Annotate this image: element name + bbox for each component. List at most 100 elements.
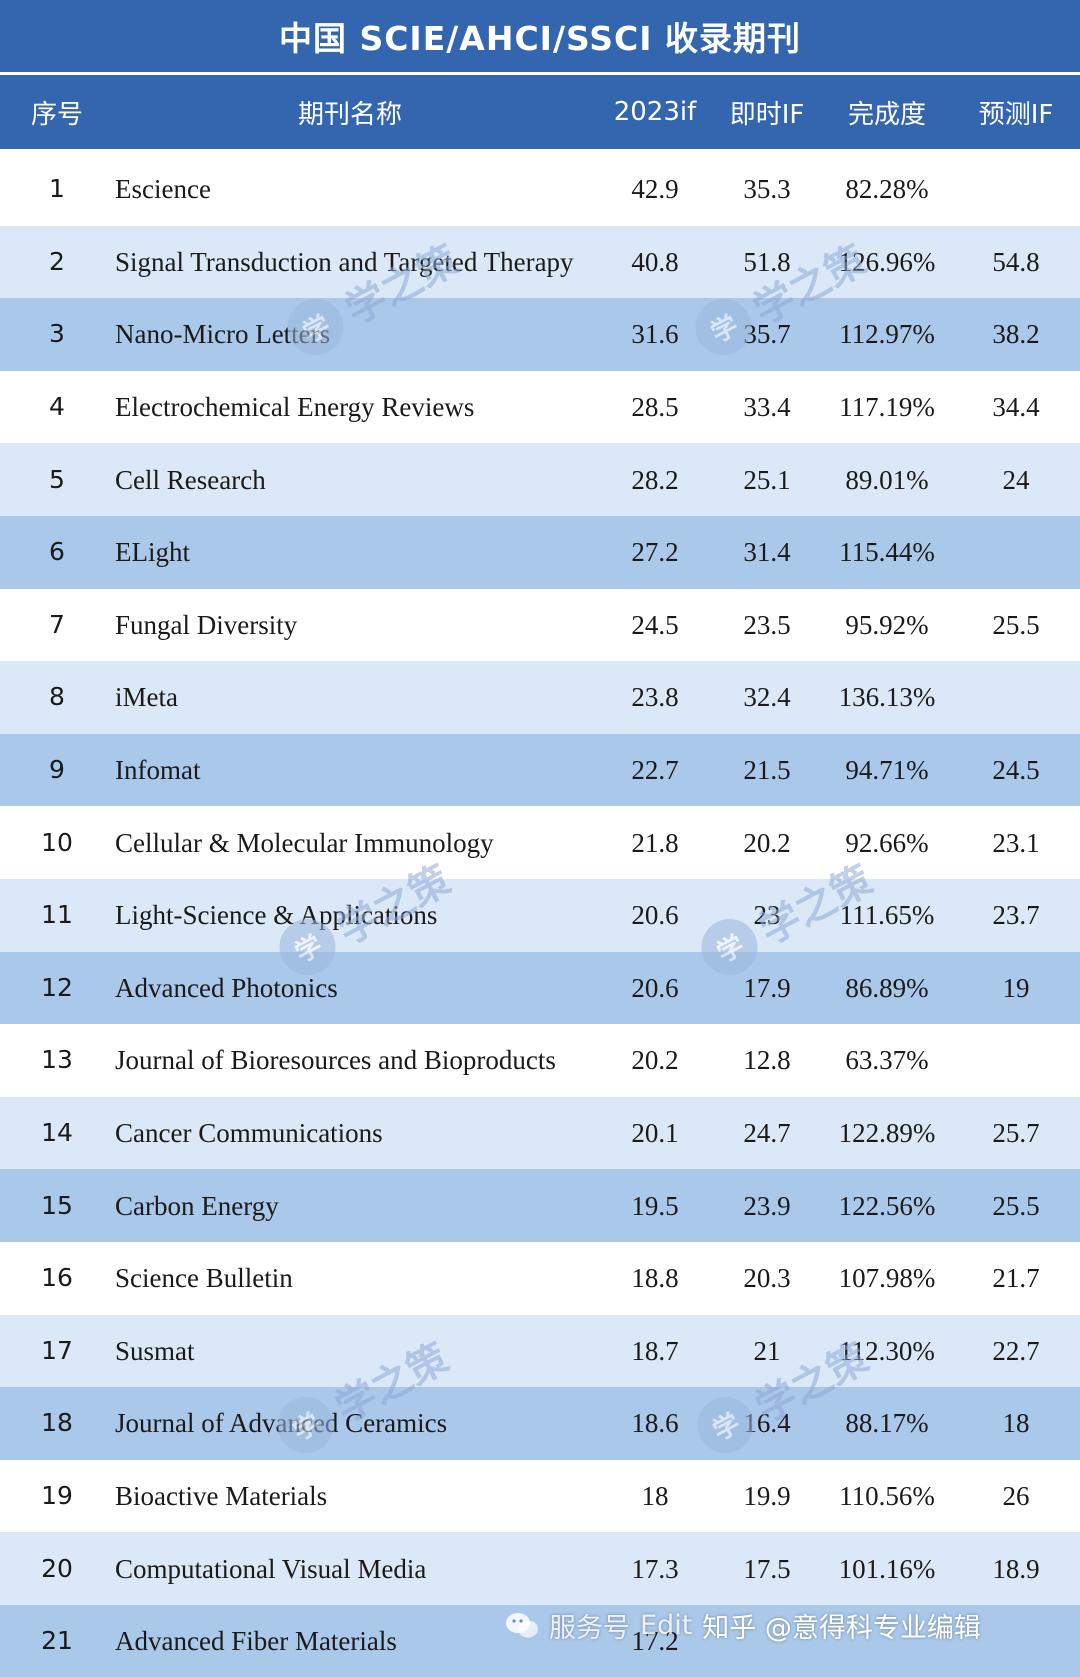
cell-current-if: 31.4 [743, 537, 791, 568]
cell-predicted-if [952, 153, 1080, 226]
cell-journal-name: Bioactive Materials [115, 1480, 328, 1511]
cell-current-if: 23 [753, 900, 781, 931]
cell-predicted-if [952, 661, 1080, 734]
cell-predicted-if: 18.9 [992, 1553, 1040, 1584]
cell-if2023: 20.6 [631, 900, 679, 931]
cell-journal-name: iMeta [115, 682, 178, 713]
cell-current-if: 20.3 [743, 1263, 791, 1294]
table-row: 20 Computational Visual Media 17.3 17.5 101.… [0, 1532, 1080, 1605]
cell-predicted-if: 18 [1002, 1408, 1030, 1439]
cell-journal-name: Signal Transduction and Targeted Therapy [115, 246, 574, 277]
cell-no: 4 [49, 392, 65, 422]
table-row: 5 Cell Research 28.2 25.1 89.01% 24 [0, 443, 1080, 516]
cell-journal-name: Computational Visual Media [115, 1553, 427, 1584]
cell-journal-name: Nano-Micro Letters [115, 319, 331, 350]
cell-no: 12 [41, 972, 73, 1002]
table-row: 10 Cellular & Molecular Immunology 21.8 20.… [0, 806, 1080, 879]
cell-completion: 117.19% [839, 392, 935, 423]
table-row: 12 Advanced Photonics 20.6 17.9 86.89% 19 [0, 951, 1080, 1025]
cell-no: 14 [41, 1118, 73, 1148]
cell-predicted-if: 25.5 [992, 1190, 1040, 1221]
cell-completion: 115.44% [839, 537, 935, 568]
cell-journal-name: Cellular & Molecular Immunology [115, 827, 494, 858]
cell-predicted-if: 26 [1002, 1480, 1030, 1511]
cell-journal-name: Infomat [115, 755, 201, 786]
cell-completion: 95.92% [845, 609, 929, 640]
cell-predicted-if: 34.4 [992, 392, 1040, 423]
cell-if2023: 24.5 [631, 609, 679, 640]
cell-no: 3 [49, 319, 65, 349]
cell-if2023: 18 [641, 1480, 669, 1511]
cell-current-if: 25.1 [743, 464, 791, 495]
cell-current-if: 35.7 [743, 319, 791, 350]
cell-completion: 86.89% [845, 972, 929, 1003]
cell-completion: 88.17% [845, 1408, 929, 1439]
cell-current-if: 21.5 [743, 755, 791, 786]
cell-journal-name: Science Bulletin [115, 1263, 293, 1294]
cell-current-if: 35.3 [743, 174, 791, 205]
zhihu-label: 知乎 @意得科专业编辑 [702, 1613, 981, 1644]
cell-if2023: 40.8 [631, 246, 679, 277]
cell-predicted-if: 19 [1002, 972, 1030, 1003]
cell-journal-name: Escience [115, 174, 211, 205]
cell-predicted-if: 25.7 [992, 1118, 1040, 1149]
table-row: 3 Nano-Micro Letters 31.6 35.7 112.97% 38.2 [0, 298, 1080, 371]
cell-no: 7 [49, 609, 65, 639]
cell-completion: 82.28% [845, 174, 929, 205]
cell-no: 9 [49, 755, 65, 785]
cell-no: 8 [49, 682, 65, 712]
cell-completion: 112.30% [839, 1335, 935, 1366]
cell-current-if: 23.5 [743, 609, 791, 640]
cell-journal-name: Advanced Photonics [115, 972, 338, 1003]
cell-no: 2 [49, 246, 65, 276]
cell-completion: 107.98% [838, 1263, 936, 1294]
cell-journal-name: Fungal Diversity [115, 609, 298, 640]
table-row: 2 Signal Transduction and Targeted Therap… [0, 225, 1080, 299]
cell-if2023: 42.9 [631, 174, 679, 205]
cell-predicted-if: 22.7 [992, 1335, 1040, 1366]
cell-current-if: 20.2 [743, 827, 791, 858]
cell-current-if: 33.4 [743, 392, 791, 423]
cell-journal-name: ELight [115, 537, 190, 568]
header-completion: 完成度 [847, 99, 926, 130]
cell-predicted-if: 25.5 [992, 609, 1040, 640]
cell-current-if: 32.4 [743, 682, 791, 713]
table-row: 21 Advanced Fiber Materials 17.2 [0, 1604, 1080, 1677]
cell-predicted-if: 21.7 [992, 1263, 1040, 1294]
header-if2023: 2023if [613, 97, 697, 127]
table-header: 序号 期刊名称 2023if 即时IF 完成度 预测IF [0, 75, 1080, 153]
cell-current-if: 23.9 [743, 1190, 791, 1221]
cell-journal-name: Electrochemical Energy Reviews [115, 392, 475, 423]
service-label: 服务号 [549, 1613, 630, 1644]
cell-completion: 92.66% [845, 827, 929, 858]
header-no: 序号 [30, 99, 83, 130]
cell-journal-name: Advanced Fiber Materials [115, 1626, 397, 1657]
cell-no: 15 [41, 1190, 73, 1220]
table-row: 17 Susmat 18.7 21 112.30% 22.7 [0, 1314, 1080, 1388]
cell-no: 21 [41, 1626, 73, 1656]
cell-current-if: 16.4 [743, 1408, 791, 1439]
cell-predicted-if: 38.2 [992, 319, 1040, 350]
cell-no: 10 [41, 827, 73, 857]
cell-current-if: 17.5 [743, 1553, 791, 1584]
table-row: 6 ELight 27.2 31.4 115.44% [0, 515, 1080, 589]
footer-watermark: 服务号 Edit 知乎 @意得科专业编辑 [505, 1606, 981, 1645]
cell-no: 18 [41, 1408, 73, 1438]
cell-no: 1 [49, 174, 65, 204]
cell-completion: 94.71% [845, 755, 929, 786]
cell-completion: 111.65% [839, 900, 935, 931]
table-row: 14 Cancer Communications 20.1 24.7 122.89% 25… [0, 1096, 1080, 1170]
cell-if2023: 17.3 [631, 1553, 679, 1584]
cell-journal-name: Journal of Advanced Ceramics [115, 1408, 448, 1439]
cell-if2023: 31.6 [631, 319, 679, 350]
header-name: 期刊名称 [297, 99, 402, 130]
cell-no: 16 [41, 1263, 73, 1293]
cell-predicted-if [952, 516, 1080, 589]
cell-if2023: 23.8 [631, 682, 679, 713]
cell-current-if: 12.8 [743, 1045, 791, 1076]
table-row: 18 Journal of Advanced Ceramics 18.6 16.4 88… [0, 1387, 1080, 1460]
cell-journal-name: Cancer Communications [115, 1118, 383, 1149]
table-row: 11 Light-Science & Applications 20.6 23 111.… [0, 878, 1080, 952]
table-row: 4 Electrochemical Energy Reviews 28.5 33.4 1… [0, 370, 1080, 444]
cell-current-if: 21 [753, 1335, 781, 1366]
